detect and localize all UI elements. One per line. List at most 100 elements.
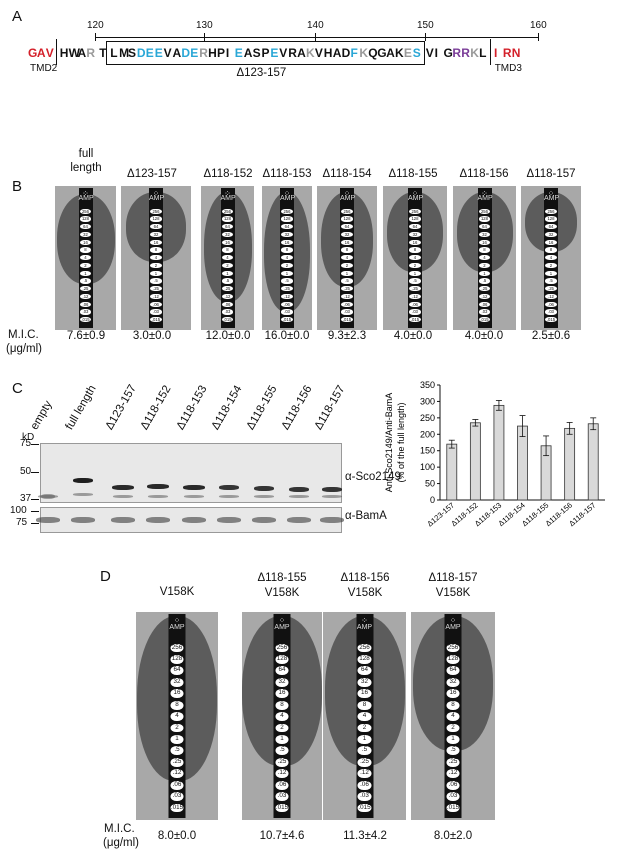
strip-concentration-cell: 8 — [545, 247, 557, 253]
strip-concentration-cell: 256 — [275, 643, 289, 653]
strip-concentration-label: 64 — [284, 224, 290, 230]
strip-concentration-cell: 64 — [281, 224, 293, 230]
strip-concentration-label: 2 — [413, 262, 417, 268]
kd-marker: 50 — [20, 466, 32, 477]
bama-band — [111, 517, 135, 523]
strip-concentration-cell: .25 — [281, 286, 293, 292]
bama-band — [252, 517, 276, 523]
strip-concentration-label: .5 — [482, 278, 487, 284]
strip-concentration-label: 256 — [447, 643, 459, 651]
sequence-residue: K — [470, 46, 479, 60]
panel-c-western-blot: empty full length Δ123-157 Δ118-152 Δ118-153… — [0, 370, 401, 540]
strip-concentration-cell: .12 — [170, 769, 184, 779]
ruler-tick — [538, 33, 539, 41]
strip-concentration-cell: .03 — [341, 309, 353, 315]
strip-concentration-cell: .06 — [478, 301, 491, 307]
strip-concentration-cell: 16 — [170, 689, 184, 699]
deleted-residue: A — [243, 46, 253, 60]
strip-concentration-cell: 64 — [221, 224, 234, 230]
strip-concentration-label: 128 — [359, 654, 370, 662]
etest-strip: ⁘ AMP 256 128 64 32 16 8 4 2 1.5.25.12.06.03.015 — [477, 188, 493, 328]
deleted-residue: A — [172, 46, 182, 60]
sequence-residue: R — [461, 46, 470, 60]
etest-strip: ⁘ AMP 256 128 64 32 16 8 4 2 1.5.25.12.06.03.015 — [78, 188, 94, 328]
strip-logo: ⁘ — [411, 189, 419, 199]
strip-concentration-cell: 256 — [281, 208, 293, 214]
etest-strip: ⁘ AMP 256 128 64 32 16 8 4 2 1.5.25.12.06.03.015 — [280, 188, 295, 328]
y-tick-label: 300 — [420, 396, 435, 406]
strip-concentration-cell: 128 — [341, 216, 353, 222]
strip-concentration-cell: 8 — [281, 247, 293, 253]
strip-concentration-label: 64 — [83, 224, 88, 230]
etest-plate: ⁘ AMP 256 128 64 32 16 8 4 2 1 .5 .25.12 .06 .03 .015 — [521, 186, 581, 330]
sequence-residue: R — [86, 46, 96, 60]
strip-label: AMP — [477, 195, 493, 202]
deleted-residue: I — [225, 46, 230, 60]
etest-strip: ⁘ AMP 256 128 64 32 16 8 4 2 1.5.25.12.06.03.015 — [220, 188, 236, 328]
deleted-residue: G — [377, 46, 387, 60]
y-axis-label-line1: Anti-Sco2149/Anti-BamA — [384, 393, 394, 493]
deleted-residue: A — [386, 46, 395, 60]
strip-concentration-cell: .12 — [357, 769, 372, 779]
strip-concentration-cell: 128 — [170, 654, 184, 664]
column-label: Δ118-157 — [526, 168, 576, 180]
strip-concentration-label: 8 — [154, 247, 158, 253]
sequence-residue: V — [425, 46, 434, 60]
strip-concentration-cell: .25 — [446, 757, 460, 767]
bama-band — [217, 517, 241, 523]
etest-strip: ⁘ AMP 256 128 64 32 16 8 4 2 1.5.25.12.06.03.015 — [273, 614, 291, 818]
strip-concentration-label: .25 — [548, 286, 554, 292]
strip-concentration-cell: 2 — [478, 262, 491, 269]
strip-label: AMP — [149, 195, 165, 202]
lane-label: Δ118-153 — [174, 383, 210, 432]
column-label: V158K — [347, 587, 383, 599]
tmd3-residue: N — [511, 46, 521, 60]
sco2149-lower-band — [73, 493, 93, 496]
strip-concentration-label: 2 — [345, 262, 349, 268]
strip-concentration-label: 128 — [343, 216, 351, 222]
strip-concentration-label: .12 — [548, 293, 554, 299]
strip-label: AMP — [445, 624, 461, 632]
strip-concentration-label: 64 — [482, 224, 487, 230]
strip-concentration-label: 16 — [173, 689, 181, 697]
lane-label: Δ118-152 — [138, 383, 174, 432]
y-tick-label: 150 — [420, 446, 435, 456]
strip-concentration-cell: .015 — [275, 803, 289, 813]
strip-concentration-label: .5 — [549, 278, 553, 284]
strip-logo: ⁘ — [224, 189, 231, 199]
panel-d-etest: ⁘ AMP 256 128 64 32 16 8 4 2 1.5.25.12.06.03.015 V1… — [0, 560, 617, 853]
strip-concentration-label: 1 — [84, 270, 87, 276]
strip-concentration-cell: 4 — [170, 712, 184, 722]
deleted-residue: K — [395, 46, 404, 60]
tmd3-label: TMD3 — [494, 63, 522, 74]
strip-concentration-label: .25 — [172, 757, 182, 765]
strip-concentration-label: .03 — [448, 792, 458, 800]
strip-concentration-cell: 32 — [150, 231, 162, 238]
strip-concentration-label: 2 — [280, 723, 284, 731]
strip-concentration-label: .12 — [172, 769, 182, 777]
strip-concentration-cell: 4 — [341, 255, 353, 261]
strip-concentration-cell: 1 — [341, 270, 353, 276]
strip-concentration-cell: 2 — [409, 262, 421, 269]
tmd3-residue: I — [494, 46, 498, 60]
kd-marker-tick — [31, 472, 39, 473]
strip-concentration-label: .06 — [224, 301, 231, 307]
strip-concentration-cell: .03 — [545, 309, 557, 315]
strip-concentration-label: .5 — [413, 278, 417, 284]
column-label: Δ118-156 — [459, 168, 509, 180]
strip-logo: ⁘ — [152, 189, 160, 199]
strip-concentration-label: 128 — [171, 654, 183, 662]
strip-concentration-cell: 16 — [545, 239, 557, 245]
strip-concentration-label: 4 — [483, 255, 486, 261]
strip-concentration-label: 64 — [548, 224, 554, 230]
strip-concentration-cell: .015 — [281, 317, 293, 323]
strip-concentration-label: .12 — [284, 293, 290, 299]
ruler-tick-label: 160 — [530, 20, 547, 31]
strip-concentration-cell: 32 — [275, 677, 289, 687]
strip-concentration-label: 16 — [225, 239, 230, 245]
etest-plate: ⁘ AMP 256 128 64 32 16 8 4 2 1 .5 .25.12 .06 .03 .015 — [262, 186, 312, 330]
etest-strip: ⁘ AMP 256 128 64 32 16 8 4 2 1.5.25.12.06.03.015 — [149, 188, 165, 328]
strip-concentration-label: 2 — [84, 262, 87, 268]
strip-concentration-cell: .12 — [281, 293, 293, 300]
strip-concentration-label: .06 — [153, 301, 159, 307]
